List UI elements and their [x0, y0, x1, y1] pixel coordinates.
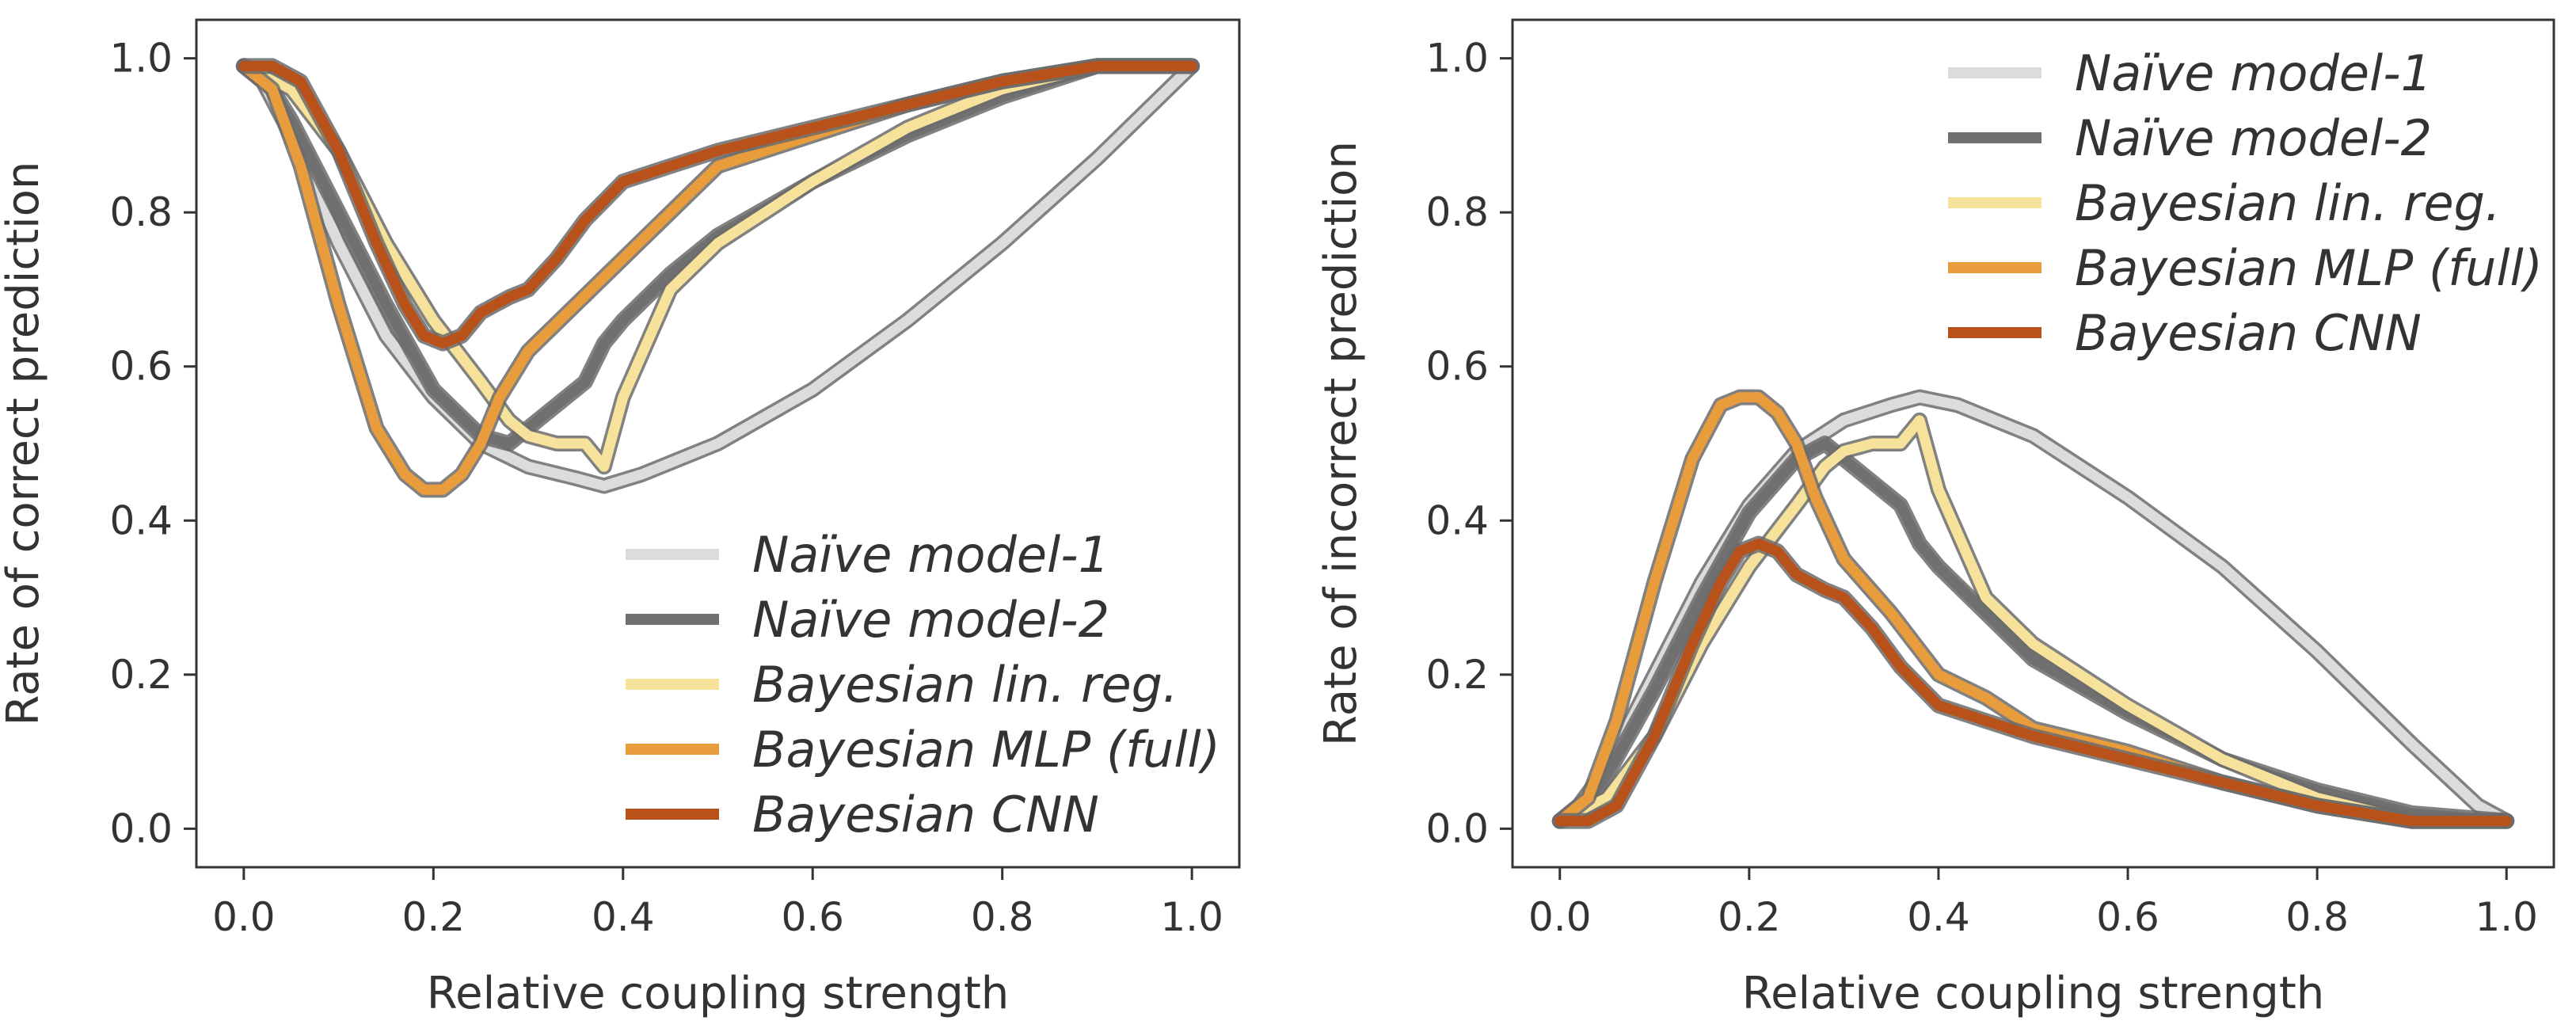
axes-frame [1511, 18, 2555, 869]
y-tick-label: 0.0 [1425, 805, 1489, 851]
legend-label-mlp: Bayesian MLP (full) [2075, 239, 2543, 297]
y-tick-label: 0.8 [1425, 189, 1489, 235]
y-tick-label: 0.2 [1425, 652, 1489, 698]
x-tick-label: 0.2 [1718, 894, 1781, 940]
y-tick-label: 0.8 [109, 189, 173, 235]
y-axis-label: Rate of incorrect prediction [1315, 141, 1367, 746]
series-line-linreg [1554, 415, 2512, 827]
x-tick-label: 0.0 [212, 894, 276, 940]
x-tick-label: 0.0 [1528, 894, 1592, 940]
y-tick-label: 0.2 [109, 652, 173, 698]
y-tick-label: 0.6 [1425, 344, 1489, 390]
x-tick-label: 0.4 [592, 894, 655, 940]
y-tick-label: 1.0 [109, 36, 173, 82]
x-tick-label: 0.2 [402, 894, 466, 940]
series-line-linreg [238, 60, 1197, 472]
axes-frame [195, 18, 1241, 869]
legend-label-naive1: Naïve model-1 [2075, 44, 2432, 102]
legend-label-mlp: Bayesian MLP (full) [752, 721, 1220, 779]
series-group [1551, 389, 2515, 829]
chart-1: 0.0 0.2 0.4 0.6 0.8 1.0 0.0 0.2 0.4 0.6 0.8 1.0 Rela… [0, 18, 1241, 1019]
legend-label-cnn: Bayesian CNN [2075, 304, 2422, 362]
y-tick-label: 0.4 [109, 497, 173, 543]
series-group [235, 58, 1200, 498]
legend-label-linreg: Bayesian lin. reg. [752, 656, 1178, 714]
chart-2: 0.0 0.2 0.4 0.6 0.8 1.0 0.0 0.2 0.4 0.6 0.8 1.0 Rela… [1315, 18, 2555, 1019]
series-line-naive1 [238, 60, 1197, 491]
y-tick-label: 0.4 [1425, 497, 1489, 543]
x-tick-label: 1.0 [1160, 894, 1223, 940]
x-tick-label: 0.4 [1907, 894, 1970, 940]
y-tick-label: 1.0 [1425, 36, 1489, 82]
legend: Naïve model-1 Naïve model-2 Bayesian lin. … [626, 526, 1220, 843]
legend-label-naive2: Naïve model-2 [752, 591, 1109, 649]
legend-label-naive2: Naïve model-2 [2075, 109, 2432, 167]
y-axis-label: Rate of correct prediction [0, 162, 49, 726]
x-tick-label: 1.0 [2475, 894, 2538, 940]
legend: Naïve model-1 Naïve model-2 Bayesian lin. … [1948, 44, 2543, 362]
x-tick-label: 0.8 [971, 894, 1034, 940]
x-tick-label: 0.6 [781, 894, 844, 940]
series-line-cnn [238, 60, 1197, 348]
x-axis-label: Relative coupling strength [1742, 968, 2325, 1019]
legend-label-naive1: Naïve model-1 [752, 526, 1109, 584]
y-tick-label: 0.6 [109, 344, 173, 390]
legend-label-linreg: Bayesian lin. reg. [2075, 174, 2501, 232]
legend-label-cnn: Bayesian CNN [752, 786, 1099, 843]
x-axis-label: Relative coupling strength [427, 968, 1010, 1019]
y-tick-label: 0.0 [109, 805, 173, 851]
x-tick-label: 0.6 [2096, 894, 2159, 940]
x-tick-label: 0.8 [2285, 894, 2349, 940]
series-line-cnn [1554, 539, 2512, 827]
